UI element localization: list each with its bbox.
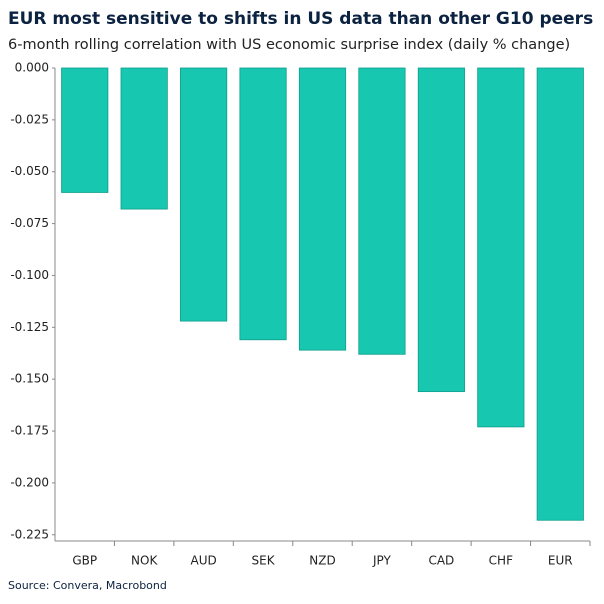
chart-title: EUR most sensitive to shifts in US data …: [8, 9, 593, 29]
bar: [61, 67, 109, 193]
x-tick-label: JPY: [372, 554, 392, 568]
x-tick-label: NOK: [131, 554, 158, 568]
y-tick-label: -0.225: [10, 527, 49, 541]
bar: [298, 67, 347, 351]
x-tick-label: SEK: [252, 554, 276, 568]
bar: [477, 67, 525, 428]
x-tick-label: AUD: [190, 554, 216, 568]
bar: [120, 67, 168, 210]
source-note: Source: Convera, Macrobond: [8, 579, 167, 592]
y-tick-label: 0.000: [15, 61, 49, 75]
y-tick-label: -0.200: [10, 475, 49, 489]
y-tick-label: -0.100: [10, 268, 49, 282]
y-tick-label: -0.125: [10, 320, 49, 334]
bar: [180, 67, 228, 322]
bar: [536, 67, 584, 521]
bar: [358, 67, 406, 355]
y-tick-label: -0.075: [10, 216, 49, 230]
chart-subtitle: 6-month rolling correlation with US econ…: [8, 37, 570, 53]
x-tick-label: CHF: [489, 554, 513, 568]
x-tick-label: EUR: [548, 554, 573, 568]
y-tick-label: -0.150: [10, 372, 49, 386]
y-tick-label: -0.025: [10, 112, 49, 126]
y-tick-label: -0.175: [10, 424, 49, 438]
x-tick-label: GBP: [72, 554, 97, 568]
x-tick-label: NZD: [309, 554, 335, 568]
bar: [239, 67, 287, 341]
bar: [417, 67, 465, 393]
x-tick-label: CAD: [428, 554, 454, 568]
y-tick-label: -0.050: [10, 164, 49, 178]
